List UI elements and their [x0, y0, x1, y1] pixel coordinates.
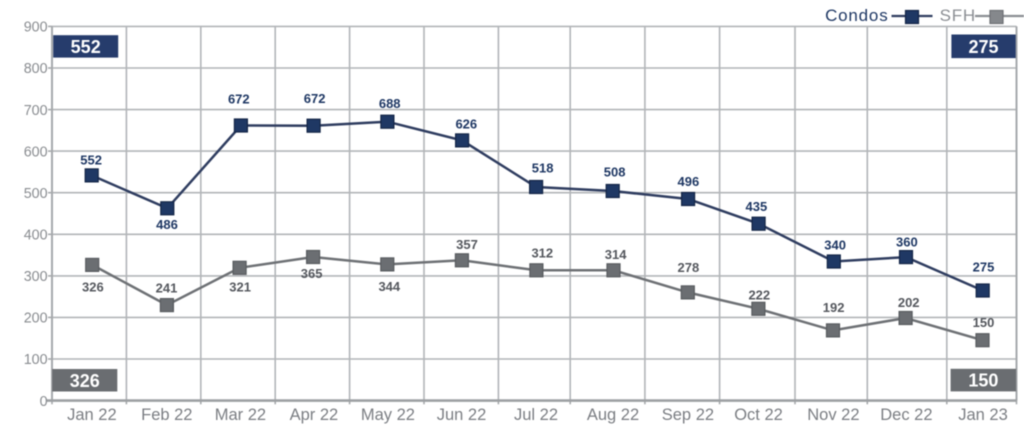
svg-text:278: 278 [678, 260, 700, 275]
svg-text:600: 600 [24, 144, 48, 160]
svg-text:300: 300 [24, 269, 48, 285]
svg-text:357: 357 [456, 237, 478, 252]
svg-text:672: 672 [304, 91, 326, 106]
svg-text:Condos: Condos [825, 6, 888, 25]
svg-text:900: 900 [24, 20, 48, 36]
svg-text:150: 150 [973, 315, 995, 330]
svg-text:360: 360 [896, 234, 918, 249]
svg-text:222: 222 [748, 288, 770, 303]
svg-text:688: 688 [379, 96, 401, 111]
svg-text:SFH: SFH [940, 6, 976, 25]
svg-text:Jul 22: Jul 22 [514, 406, 558, 424]
svg-text:552: 552 [80, 153, 102, 168]
svg-text:672: 672 [228, 92, 250, 107]
svg-text:518: 518 [532, 161, 554, 176]
svg-text:Dec 22: Dec 22 [880, 406, 932, 424]
svg-text:344: 344 [378, 279, 400, 294]
svg-text:Aug 22: Aug 22 [587, 406, 639, 424]
svg-text:496: 496 [678, 174, 700, 189]
svg-text:486: 486 [156, 217, 178, 232]
svg-text:435: 435 [746, 199, 768, 214]
svg-text:Jan 22: Jan 22 [67, 406, 117, 424]
svg-text:700: 700 [24, 103, 48, 119]
svg-text:508: 508 [604, 165, 626, 180]
svg-text:340: 340 [824, 237, 846, 252]
svg-text:400: 400 [24, 228, 48, 244]
svg-text:192: 192 [823, 300, 845, 315]
svg-text:Jun 22: Jun 22 [437, 406, 487, 424]
svg-text:Mar 22: Mar 22 [215, 406, 266, 424]
svg-text:552: 552 [71, 37, 101, 57]
svg-text:365: 365 [301, 266, 323, 281]
svg-text:May 22: May 22 [361, 406, 415, 424]
svg-text:500: 500 [24, 186, 48, 202]
svg-text:275: 275 [973, 259, 995, 274]
svg-text:312: 312 [531, 246, 553, 261]
svg-text:202: 202 [898, 295, 920, 310]
svg-text:Feb 22: Feb 22 [141, 406, 192, 424]
svg-text:0: 0 [40, 394, 48, 410]
svg-text:Jan 23: Jan 23 [958, 406, 1008, 424]
svg-text:275: 275 [968, 37, 998, 57]
svg-text:800: 800 [24, 61, 48, 77]
svg-text:326: 326 [82, 280, 104, 295]
svg-text:626: 626 [455, 117, 477, 132]
svg-text:Oct 22: Oct 22 [734, 406, 783, 424]
svg-text:326: 326 [70, 371, 100, 391]
svg-text:Sep 22: Sep 22 [662, 406, 714, 424]
svg-text:100: 100 [24, 352, 48, 368]
svg-text:314: 314 [605, 247, 627, 262]
svg-text:150: 150 [968, 371, 998, 391]
svg-text:Nov 22: Nov 22 [807, 406, 859, 424]
svg-text:Apr 22: Apr 22 [290, 406, 339, 424]
svg-text:321: 321 [229, 280, 251, 295]
svg-text:241: 241 [156, 281, 178, 296]
svg-text:200: 200 [24, 311, 48, 327]
